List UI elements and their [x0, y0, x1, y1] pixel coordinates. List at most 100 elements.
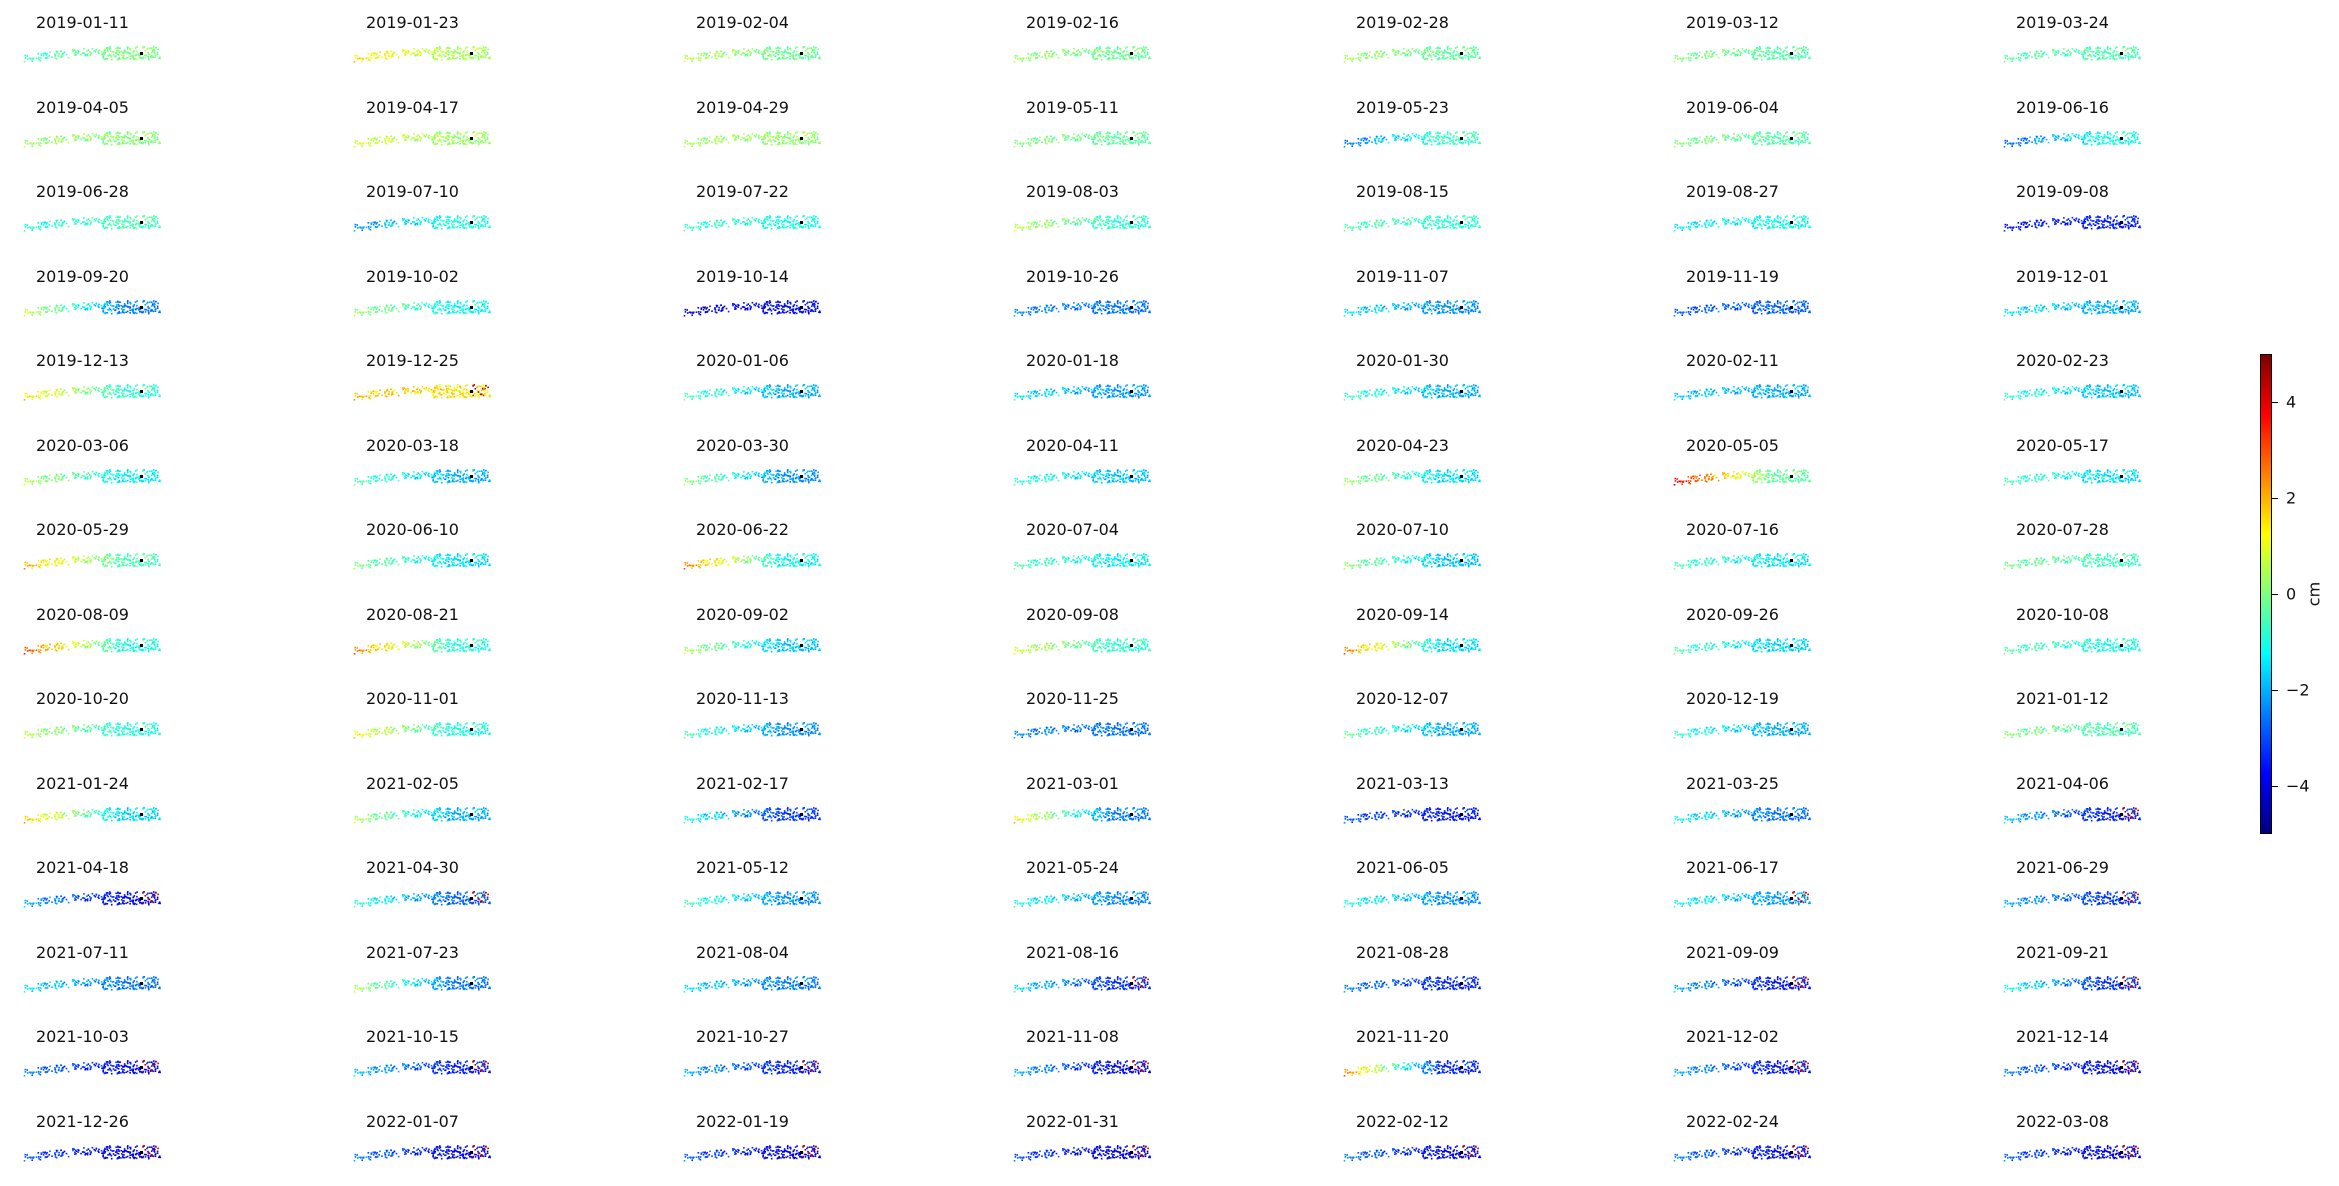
- data-point: [72, 135, 74, 137]
- panel-2019-03-12: 2019-03-12: [1672, 0, 1812, 78]
- data-point: [2041, 140, 2043, 143]
- data-point: [1393, 218, 1395, 220]
- data-point: [1452, 138, 1455, 141]
- data-point: [438, 132, 441, 135]
- data-point: [453, 139, 455, 142]
- data-point: [1410, 221, 1412, 223]
- data-point: [1469, 216, 1471, 218]
- data-point: [1426, 47, 1429, 49]
- data-point: [24, 226, 27, 228]
- data-point: [1801, 49, 1804, 51]
- data-point: [763, 222, 766, 224]
- data-point: [1443, 55, 1445, 57]
- data-point: [477, 137, 480, 140]
- data-point: [2095, 52, 2097, 54]
- data-point: [107, 224, 109, 226]
- data-point: [376, 141, 378, 144]
- data-point: [758, 134, 760, 136]
- data-point: [733, 133, 735, 136]
- data-point: [2064, 139, 2066, 141]
- data-point: [108, 53, 111, 56]
- data-point: [80, 138, 82, 140]
- data-point: [2119, 141, 2121, 144]
- data-point: [2066, 139, 2069, 141]
- data-point: [688, 226, 691, 229]
- data-point: [58, 52, 60, 55]
- data-point: [1094, 52, 1097, 54]
- data-point: [477, 220, 479, 223]
- data-point: [356, 227, 359, 229]
- data-point: [1446, 141, 1449, 143]
- data-point: [1021, 229, 1023, 231]
- data-point: [782, 52, 784, 54]
- data-point: [780, 135, 782, 137]
- data-point: [116, 222, 119, 225]
- data-point: [1438, 220, 1440, 222]
- data-point: [1427, 55, 1429, 57]
- data-point: [127, 130, 129, 133]
- data-point: [1046, 50, 1049, 53]
- data-point: [1430, 227, 1433, 230]
- data-point: [1792, 142, 1794, 144]
- data-point: [479, 55, 482, 58]
- data-point: [1048, 139, 1050, 142]
- data-point: [381, 225, 383, 227]
- data-point: [2004, 141, 2007, 144]
- data-point: [1782, 140, 1784, 142]
- data-point: [119, 131, 122, 134]
- data-point: [1774, 50, 1777, 53]
- data-point: [1760, 56, 1763, 58]
- data-point: [469, 223, 472, 226]
- data-point: [796, 130, 798, 133]
- data-point: [35, 57, 38, 59]
- data-point: [388, 139, 390, 142]
- data-point: [439, 130, 441, 133]
- panel-map: [683, 215, 821, 232]
- data-point: [1116, 136, 1118, 138]
- data-point: [1690, 138, 1693, 141]
- data-point: [362, 142, 364, 145]
- data-point: [1725, 136, 1728, 138]
- data-point: [798, 223, 801, 226]
- data-point: [1376, 136, 1378, 139]
- data-point: [1752, 55, 1754, 58]
- data-point: [2092, 51, 2095, 53]
- data-point: [1381, 137, 1384, 140]
- data-point: [108, 132, 111, 135]
- data-point: [388, 52, 390, 55]
- data-point: [1685, 57, 1688, 59]
- data-point: [100, 50, 103, 53]
- data-point: [1030, 138, 1033, 141]
- data-point: [1090, 135, 1093, 137]
- data-point: [1415, 217, 1418, 220]
- data-point: [2098, 47, 2101, 49]
- data-point: [1374, 222, 1376, 224]
- data-point: [2038, 139, 2040, 142]
- data-point: [128, 136, 130, 139]
- data-point: [1768, 47, 1771, 49]
- data-point: [139, 57, 141, 59]
- data-point: [764, 221, 767, 223]
- data-point: [1706, 135, 1709, 137]
- data-point: [417, 133, 420, 136]
- data-point: [485, 223, 487, 225]
- data-point: [1473, 218, 1475, 220]
- data-point: [148, 143, 150, 145]
- data-point: [1146, 136, 1149, 138]
- data-point: [1107, 222, 1110, 225]
- data-point: [144, 134, 147, 137]
- data-point: [117, 131, 119, 134]
- data-point: [437, 50, 439, 53]
- data-point: [1148, 57, 1150, 60]
- data-point: [802, 226, 804, 229]
- data-point: [1708, 139, 1710, 142]
- data-point: [721, 140, 723, 143]
- data-point: [1014, 139, 1017, 141]
- data-point: [1768, 57, 1770, 59]
- data-point: [424, 135, 427, 137]
- data-point: [1449, 136, 1452, 139]
- data-point: [1423, 58, 1426, 61]
- data-point: [1442, 139, 1444, 142]
- data-point: [2109, 49, 2112, 51]
- data-point: [1147, 217, 1149, 220]
